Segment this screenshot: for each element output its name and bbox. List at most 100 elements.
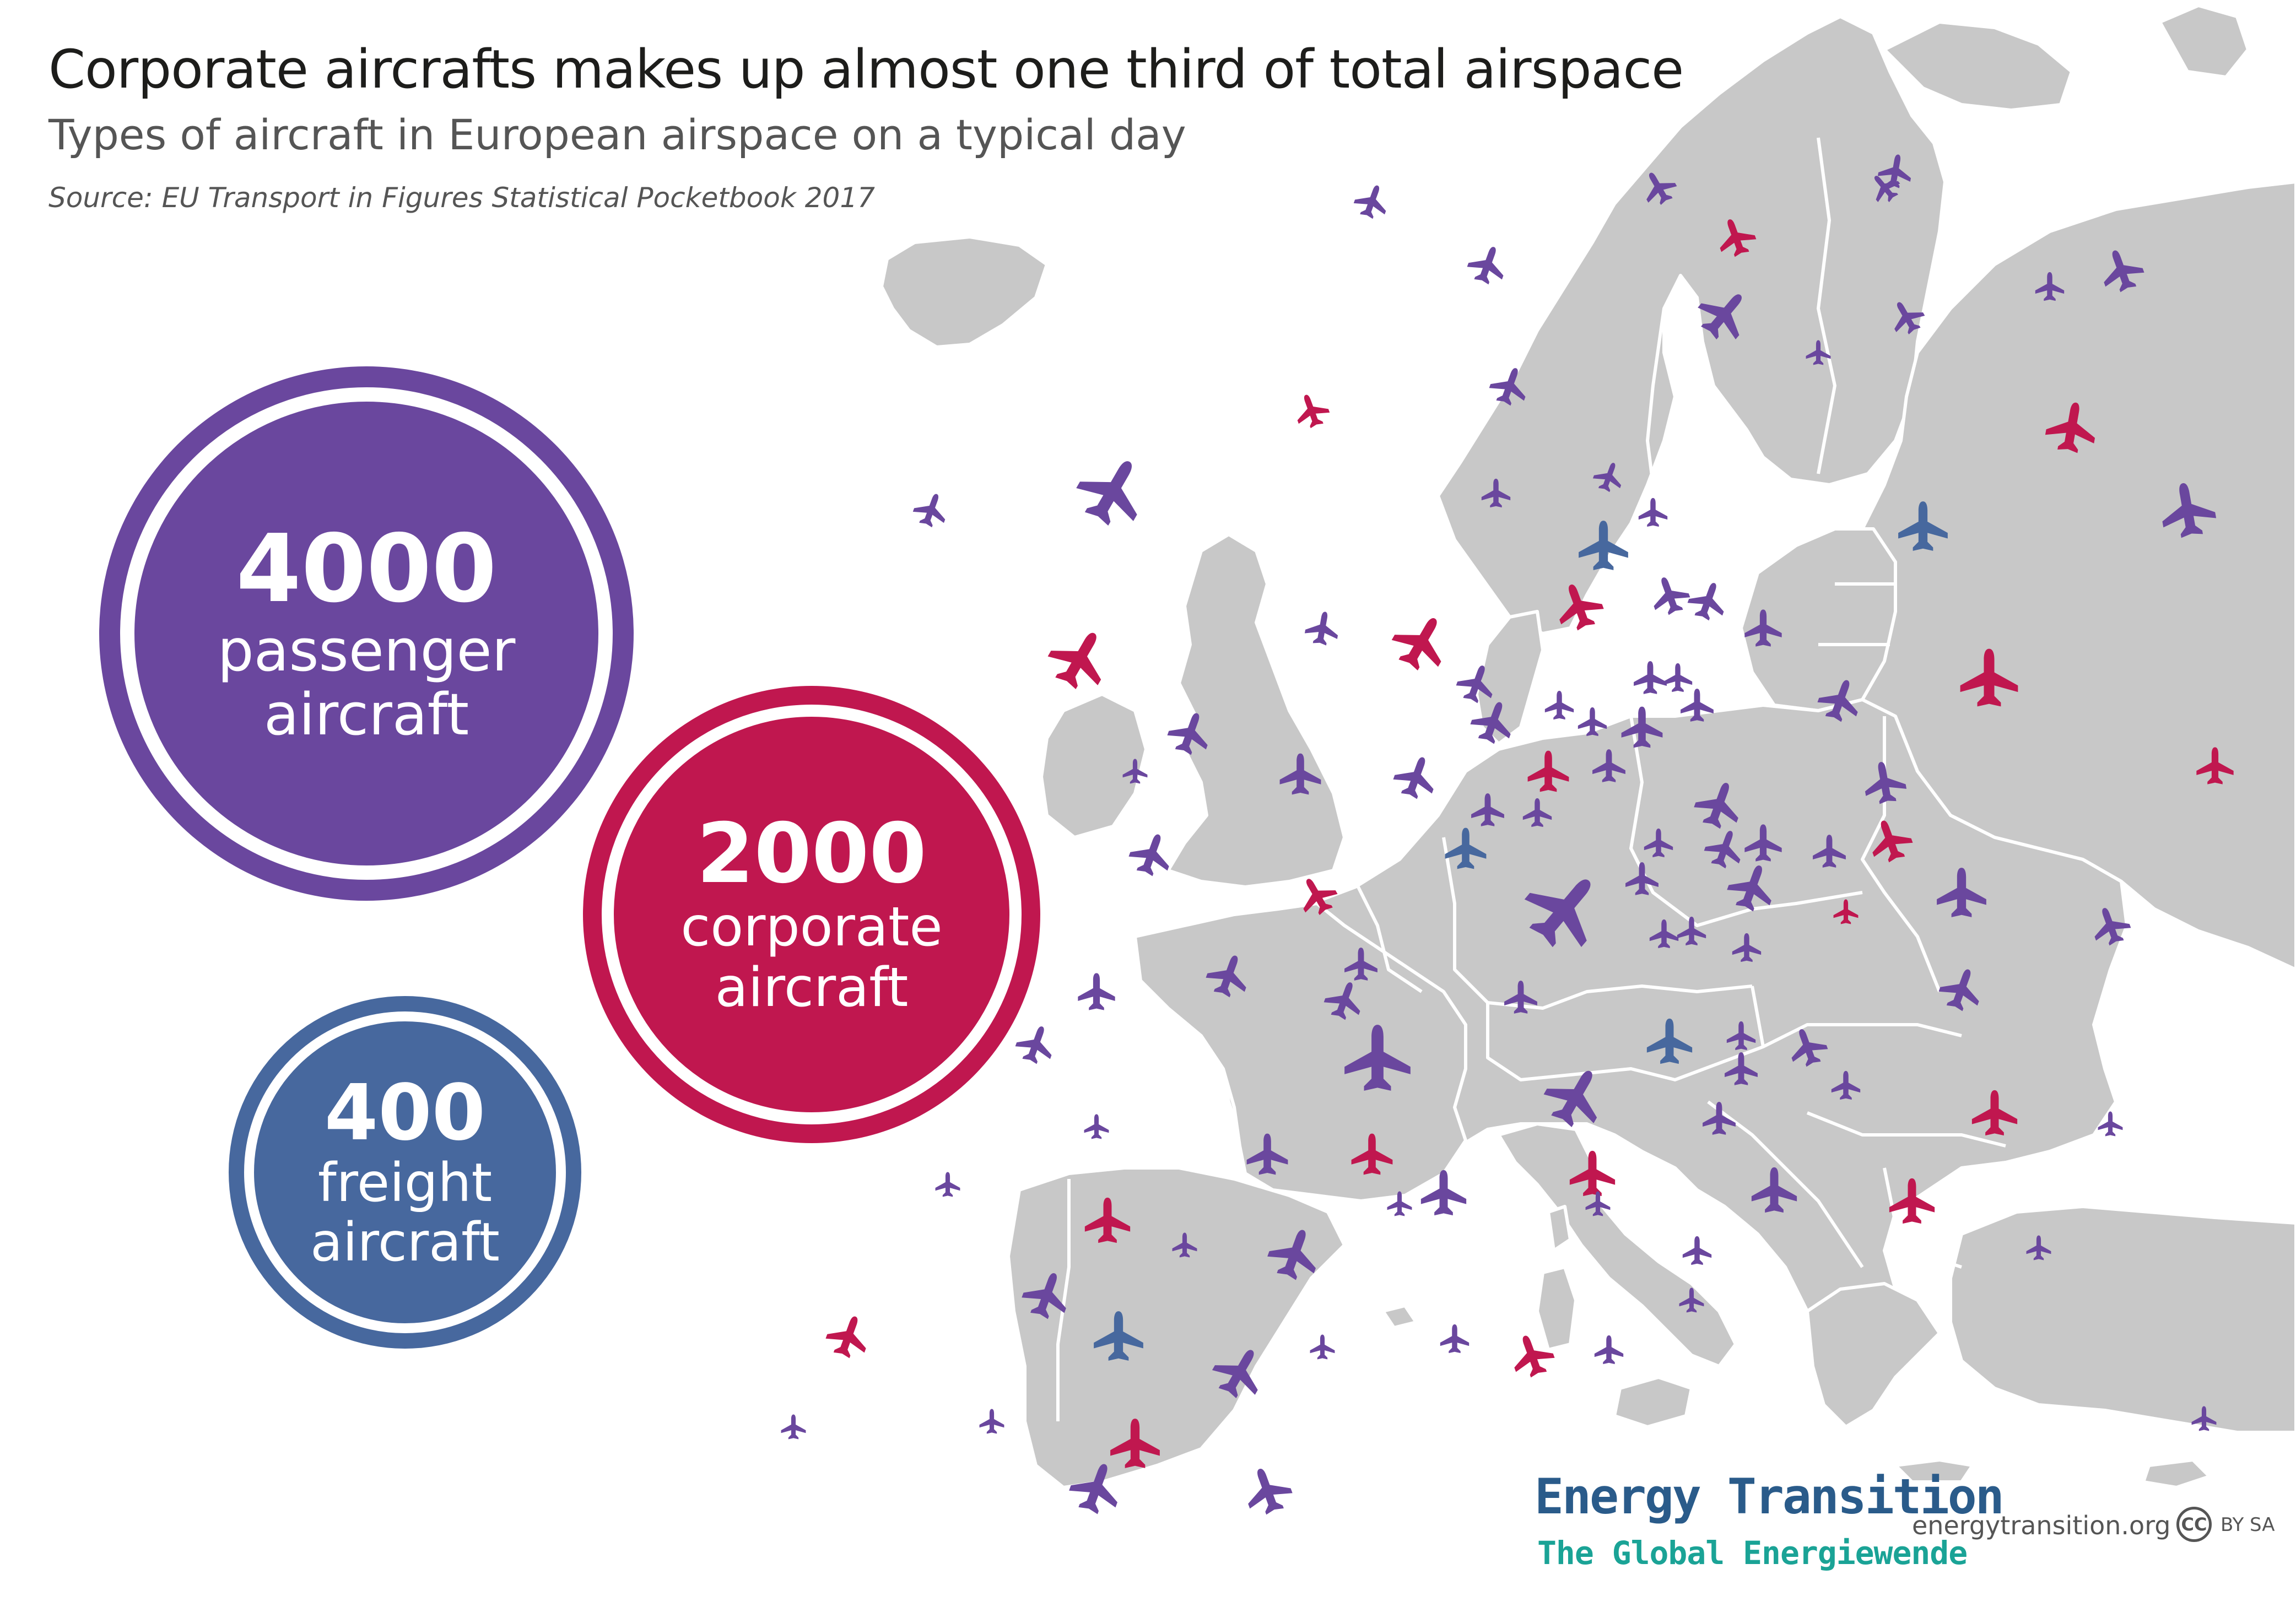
border-line bbox=[1486, 1003, 1962, 1081]
airplane-icon bbox=[1248, 1468, 1293, 1515]
airplane-icon bbox=[1544, 690, 1574, 720]
border-line bbox=[1883, 1167, 1962, 1269]
airplane-icon bbox=[2026, 1235, 2051, 1260]
airplane-icon bbox=[1877, 154, 1911, 188]
airplane-icon bbox=[1267, 1230, 1316, 1280]
airplane-icon bbox=[1212, 1350, 1258, 1399]
airplane-icon bbox=[1751, 1167, 1797, 1213]
brand-logo-subtitle: The Global Energiewende bbox=[1537, 1534, 1968, 1572]
cyprus bbox=[2142, 1458, 2211, 1489]
airplane-icon bbox=[1938, 969, 1979, 1011]
chart-title: Corporate aircrafts makes up almost one … bbox=[48, 39, 1684, 100]
airplane-icon bbox=[1644, 828, 1673, 858]
airplane-icon bbox=[1393, 757, 1434, 799]
border-line bbox=[1646, 308, 1666, 485]
airplane-icon bbox=[1698, 294, 1742, 340]
airplane-icon bbox=[1047, 632, 1101, 690]
border-line bbox=[1751, 986, 1765, 1047]
airplane-icon bbox=[1440, 1324, 1470, 1354]
airplane-icon bbox=[1543, 1070, 1597, 1128]
airplane-icon bbox=[1744, 609, 1782, 647]
airplane-icon bbox=[1654, 577, 1690, 615]
airplane-icon bbox=[1646, 1018, 1693, 1064]
airplane-icon bbox=[2045, 402, 2095, 453]
freight-count: 400 bbox=[324, 1068, 486, 1158]
border-line bbox=[1806, 1111, 2006, 1148]
airplane-icon bbox=[2104, 250, 2144, 293]
airplane-icon bbox=[2191, 1406, 2217, 1431]
airplane-icon bbox=[1504, 981, 1537, 1014]
border-line bbox=[1442, 837, 1753, 1010]
iberian-peninsula bbox=[1007, 1166, 1346, 1489]
passenger-label-unit: aircraft bbox=[263, 681, 469, 749]
airplane-icon bbox=[1646, 172, 1677, 205]
airplane-icon bbox=[1344, 1025, 1411, 1091]
border-line bbox=[1629, 716, 1863, 927]
corporate-count: 2000 bbox=[696, 805, 927, 902]
airplane-icon bbox=[1898, 501, 1948, 551]
airplane-icon bbox=[912, 494, 946, 528]
airplane-icon bbox=[1592, 463, 1622, 493]
airplane-icon bbox=[1703, 1102, 1736, 1135]
sicily bbox=[1613, 1376, 1693, 1429]
airplane-icon bbox=[1351, 1133, 1393, 1175]
airplane-icon bbox=[1489, 368, 1526, 406]
freight-label-unit: aircraft bbox=[310, 1211, 500, 1273]
airplane-icon bbox=[1687, 583, 1724, 621]
airplane-icon bbox=[1937, 868, 1986, 917]
baltics bbox=[1739, 527, 1897, 712]
airplane-icon bbox=[935, 1172, 960, 1197]
border-line bbox=[1354, 880, 1423, 993]
airplane-icon bbox=[1094, 1311, 1143, 1361]
airplane-icon bbox=[1172, 1232, 1197, 1258]
airplane-icon bbox=[1310, 1334, 1335, 1360]
airplane-icon bbox=[1467, 247, 1504, 285]
airplane-icon bbox=[1569, 1150, 1616, 1197]
scandinavia bbox=[1436, 15, 1947, 635]
airplane-icon bbox=[1481, 478, 1511, 508]
airplane-icon bbox=[1069, 1464, 1117, 1514]
kola-peninsula bbox=[1883, 20, 2073, 112]
passenger-aircraft-ring: 4000 passenger aircraft bbox=[120, 387, 613, 880]
airplane-icon bbox=[1806, 340, 1831, 365]
airplane-icon bbox=[1960, 648, 2018, 707]
corporate-aircraft-circle: 2000 corporate aircraft bbox=[583, 686, 1040, 1143]
airplane-icon bbox=[1471, 793, 1504, 826]
airplane-icon bbox=[1726, 1021, 1756, 1051]
airplane-icon bbox=[1682, 1236, 1712, 1265]
airplane-icon bbox=[1323, 982, 1360, 1020]
passenger-label: passenger bbox=[217, 616, 516, 684]
creative-commons-icon: CC bbox=[2176, 1507, 2212, 1542]
airplane-icon bbox=[1084, 1197, 1131, 1243]
airplane-icon bbox=[1456, 665, 1493, 704]
airplane-icon bbox=[1578, 707, 1607, 737]
airplane-icon bbox=[825, 1316, 866, 1359]
airplane-icon bbox=[1297, 394, 1330, 429]
airplane-icon bbox=[1625, 862, 1658, 895]
airplane-icon bbox=[1524, 879, 1591, 948]
corporate-aircraft-ring: 2000 corporate aircraft bbox=[602, 705, 1022, 1124]
airplane-icon bbox=[1694, 782, 1738, 829]
airplane-icon bbox=[2098, 1111, 2123, 1137]
airplane-icon bbox=[1621, 706, 1663, 748]
airplane-icon bbox=[1470, 702, 1511, 744]
corporate-label: corporate bbox=[680, 896, 943, 959]
sardinia bbox=[1536, 1265, 1578, 1351]
airplane-icon bbox=[1353, 185, 1386, 219]
airplane-icon bbox=[1344, 948, 1377, 981]
ireland bbox=[1040, 692, 1148, 839]
airplane-icon bbox=[1387, 1191, 1412, 1216]
website-url[interactable]: energytransition.org bbox=[1912, 1511, 2171, 1540]
turkey bbox=[1949, 1205, 2296, 1434]
airplane-icon bbox=[1720, 219, 1757, 257]
airplane-icon bbox=[979, 1409, 1004, 1434]
airplane-icon bbox=[1022, 1273, 1066, 1319]
airplane-icon bbox=[1874, 176, 1900, 202]
airplane-icon bbox=[1167, 713, 1208, 755]
airplane-icon bbox=[1813, 835, 1846, 868]
airplane-icon bbox=[1971, 1090, 2018, 1136]
airplane-icon bbox=[1679, 1287, 1704, 1313]
brand-logo-title: Energy Transition bbox=[1535, 1468, 2005, 1525]
airplane-icon bbox=[1732, 933, 1762, 962]
